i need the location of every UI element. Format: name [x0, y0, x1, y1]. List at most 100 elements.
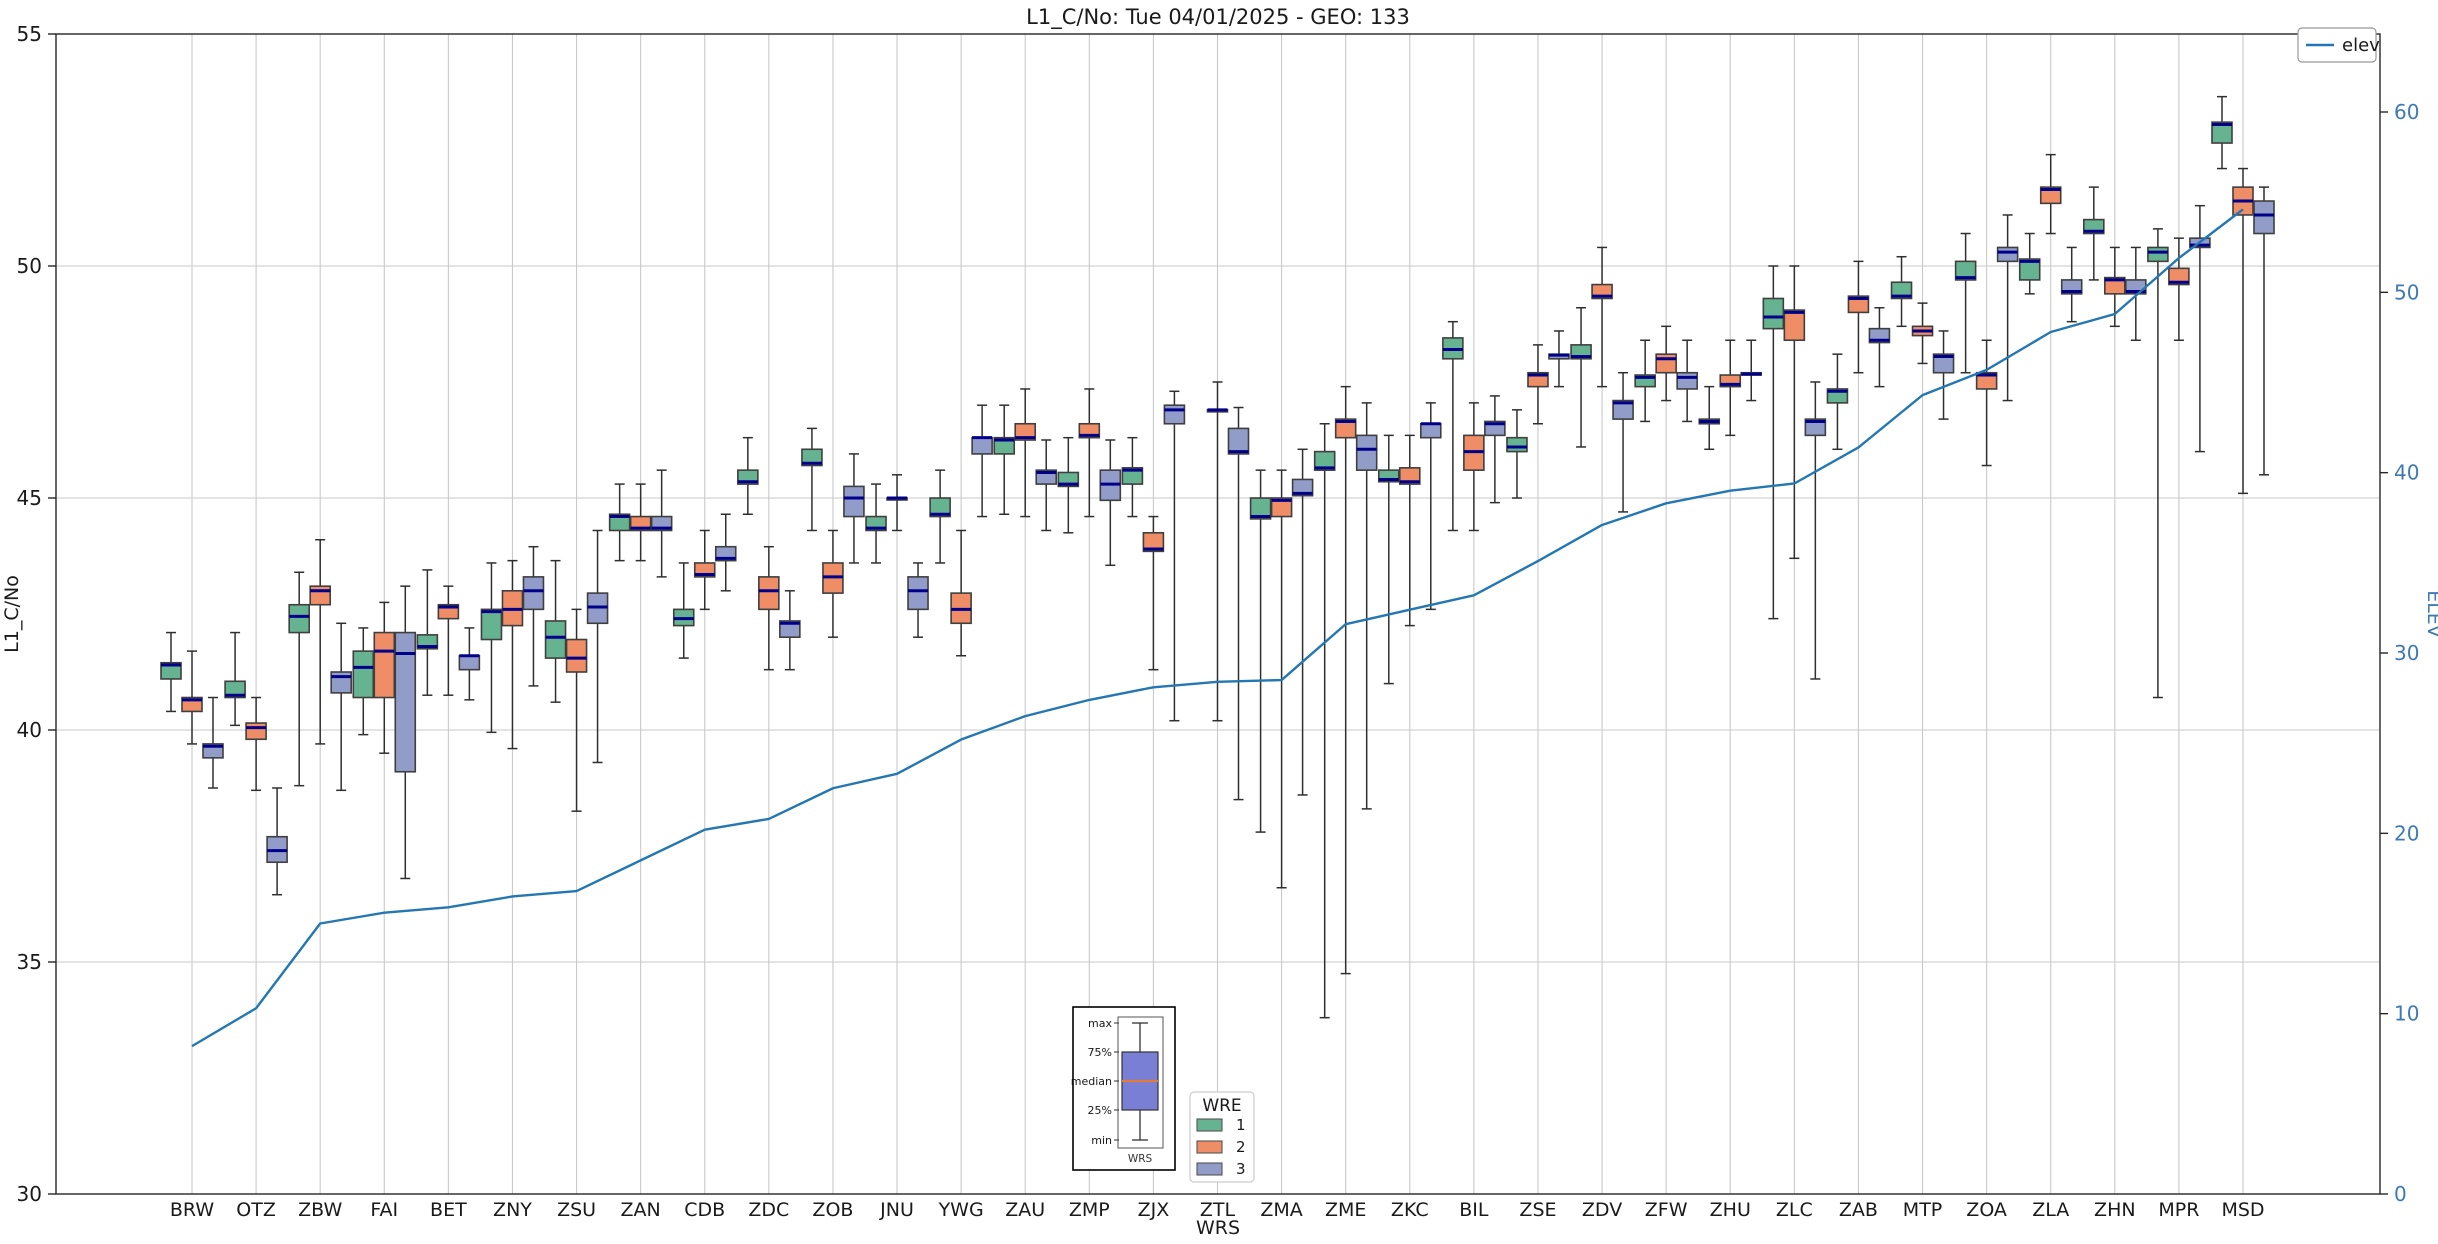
- box-ZAB-wre3: [1868, 307, 1891, 388]
- box-BIL-wre2: [1463, 402, 1485, 532]
- box-ZHU-wre3: [1740, 339, 1763, 402]
- box-ZKC-wre3: [1419, 402, 1442, 611]
- elev-legend-label: elev: [2342, 35, 2380, 56]
- x-tick-label: ZLA: [2032, 1199, 2069, 1221]
- box-ZBW-wre1: [288, 571, 310, 787]
- wre-swatch-3: [1196, 1162, 1223, 1176]
- box-ZAU-wre3: [1035, 439, 1058, 532]
- x-tick-label: FAI: [370, 1199, 398, 1221]
- box-BIL-wre3: [1484, 395, 1506, 504]
- x-tick-label: ZDV: [1582, 1199, 1622, 1221]
- x-tick-label: BRW: [170, 1199, 214, 1221]
- elev-line: [191, 208, 2244, 1048]
- anatomy-label-min: min: [1091, 1134, 1112, 1147]
- right-tick-label: 20: [2394, 821, 2419, 845]
- box-CDB-wre3: [714, 513, 737, 592]
- box-MTP-wre3: [1932, 330, 1955, 420]
- box-ZDC-wre1: [737, 436, 759, 515]
- wre-label-3: 3: [1236, 1160, 1246, 1178]
- box-ZBW-wre3: [330, 622, 352, 792]
- wre-swatch-2: [1196, 1140, 1223, 1154]
- box-YWG-wre3: [971, 404, 993, 518]
- box-JNU-wre1: [865, 483, 887, 564]
- box-ZLC-wre1: [1762, 265, 1785, 620]
- box-ZDC-wre3: [779, 590, 801, 671]
- box-ZMP-wre1: [1057, 436, 1080, 534]
- x-tick-label: ZMA: [1260, 1199, 1302, 1221]
- wre-legend-title: WRE: [1202, 1096, 1241, 1116]
- box-BRW-wre3: [202, 696, 224, 789]
- box-YWG-wre1: [929, 469, 951, 564]
- x-tick-label: ZAU: [1005, 1199, 1045, 1221]
- x-tick-label: MTP: [1903, 1199, 1942, 1221]
- left-tick-label: 40: [17, 718, 42, 742]
- anatomy-label-max: max: [1088, 1017, 1112, 1030]
- box-ZLC-wre3: [1804, 381, 1827, 680]
- x-tick-label: BIL: [1459, 1199, 1489, 1221]
- box-ZLA-wre2: [2039, 153, 2062, 235]
- box-ZDV-wre3: [1612, 371, 1634, 513]
- box-ZDC-wre2: [758, 545, 780, 671]
- box-ZKC-wre1: [1377, 434, 1400, 685]
- x-tick-label: ZBW: [298, 1199, 342, 1221]
- box-ZHN-wre3: [2125, 246, 2147, 341]
- x-tick-label: MSD: [2221, 1199, 2264, 1221]
- box-ZME-wre3: [1355, 402, 1378, 810]
- box-ZLC-wre2: [1783, 265, 1806, 560]
- box-ZAN-wre1: [608, 483, 631, 562]
- x-tick-label: YWG: [938, 1199, 984, 1221]
- x-tick-label: ZOA: [1966, 1199, 2007, 1221]
- right-tick-label: 60: [2394, 100, 2419, 124]
- box-ZSE-wre2: [1527, 344, 1549, 425]
- box-ZHN-wre1: [2083, 186, 2105, 281]
- box-ZAN-wre3: [650, 469, 673, 578]
- box-CDB-wre1: [672, 562, 695, 659]
- box-ZME-wre1: [1313, 423, 1336, 1019]
- x-tick-label: CDB: [684, 1199, 725, 1221]
- box-ZSU-wre3: [586, 529, 609, 764]
- x-tick-label: JNU: [879, 1199, 914, 1221]
- right-tick-label: 10: [2394, 1002, 2419, 1026]
- wre-swatch-1: [1196, 1118, 1223, 1132]
- box-ZLA-wre3: [2060, 246, 2083, 323]
- box-ZFW-wre3: [1676, 339, 1698, 423]
- box-YWG-wre2: [950, 529, 972, 657]
- right-tick-label: 50: [2394, 280, 2419, 304]
- box-ZME-wre2: [1334, 385, 1357, 975]
- y-axis-label-right: ELEV: [2423, 590, 2438, 638]
- box-BIL-wre1: [1442, 320, 1464, 532]
- box-ZSE-wre1: [1506, 409, 1528, 499]
- box-MSD-wre1: [2211, 95, 2233, 170]
- anatomy-label-25: 25%: [1088, 1104, 1112, 1117]
- left-tick-label: 50: [17, 254, 42, 278]
- x-tick-label: ZFW: [1645, 1199, 1688, 1221]
- box-MSD-wre3: [2253, 186, 2275, 476]
- box-ZAN-wre2: [629, 483, 652, 562]
- x-tick-label: OTZ: [236, 1199, 276, 1221]
- x-tick-label: ZTL: [1200, 1199, 1236, 1221]
- box-ZNY-wre3: [522, 545, 545, 687]
- x-tick-label: ZLC: [1776, 1199, 1813, 1221]
- x-tick-label: ZAB: [1839, 1199, 1878, 1221]
- box-ZMA-wre3: [1291, 448, 1314, 796]
- x-tick-label: MPR: [2158, 1199, 2199, 1221]
- box-ZLA-wre1: [2018, 232, 2041, 295]
- box-ZAU-wre1: [993, 404, 1016, 515]
- box-JNU-wre2: [886, 474, 908, 532]
- box-ZMA-wre1: [1249, 469, 1272, 833]
- wre-label-1: 1: [1236, 1116, 1246, 1134]
- box-ZHU-wre1: [1698, 385, 1721, 451]
- box-OTZ-wre3: [266, 787, 288, 896]
- box-ZAB-wre2: [1847, 260, 1870, 374]
- y-axis-label-left: L1_C/No: [1, 575, 23, 653]
- x-tick-label: ZSU: [557, 1199, 596, 1221]
- box-ZOA-wre3: [1996, 214, 2019, 402]
- anatomy-label-75: 75%: [1088, 1046, 1112, 1059]
- box-ZBW-wre2: [309, 539, 331, 745]
- box-BET-wre2: [437, 585, 460, 696]
- box-BRW-wre1: [160, 631, 182, 713]
- box-BET-wre1: [416, 569, 439, 696]
- box-ZTL-wre2: [1206, 381, 1229, 722]
- box-MPR-wre1: [2147, 228, 2169, 699]
